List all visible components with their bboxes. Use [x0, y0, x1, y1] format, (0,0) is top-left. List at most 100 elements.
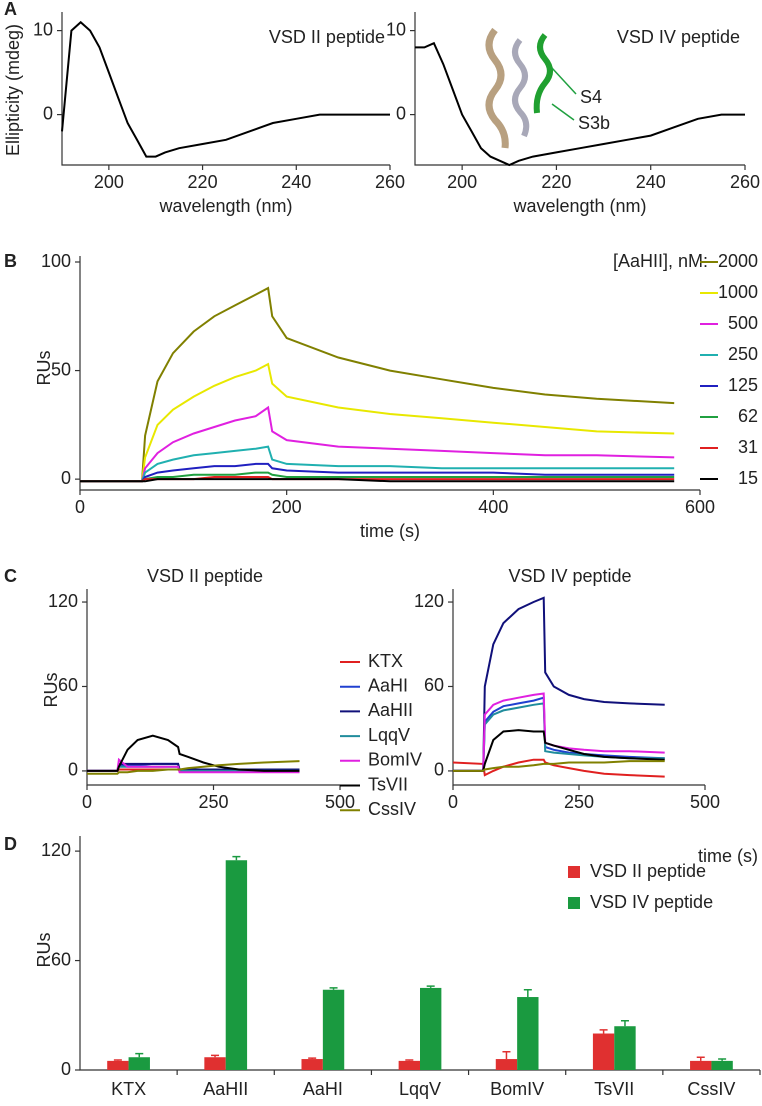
line-series [80, 462, 675, 483]
panel-label: A [4, 0, 17, 19]
x-tick-label: 260 [375, 172, 405, 192]
line-series [80, 405, 675, 483]
line-series [453, 596, 665, 772]
x-tick-label: 200 [272, 497, 302, 517]
structure-helix [533, 33, 553, 114]
annotation-arrow [551, 67, 577, 95]
legend-label: 31 [738, 437, 758, 457]
error-bar [232, 855, 241, 861]
structure-helix [512, 38, 530, 138]
legend-label: KTX [368, 651, 403, 671]
bar [301, 1059, 323, 1070]
y-tick-label: 60 [51, 949, 71, 969]
axis-line [61, 12, 390, 166]
x-tick-label: 220 [188, 172, 218, 192]
line-series [61, 20, 390, 158]
y-axis-label: Ellipticity (mdeg) [3, 24, 23, 156]
legend-swatch [568, 897, 580, 909]
line-series [80, 286, 675, 483]
y-tick-label: 120 [41, 840, 71, 860]
error-bar [113, 1059, 122, 1061]
x-tick-label: AaHI [303, 1079, 343, 1099]
y-tick-label: 120 [414, 591, 444, 611]
panel-label: C [4, 566, 17, 586]
x-tick-label: 240 [636, 172, 666, 192]
bar [592, 1033, 615, 1070]
line-series [87, 734, 300, 772]
x-tick-label: 500 [325, 792, 355, 812]
error-bar [718, 1058, 727, 1061]
bar [517, 997, 539, 1070]
x-tick-label: 200 [94, 172, 124, 192]
error-bar [405, 1059, 414, 1061]
bar [420, 987, 442, 1070]
legend-label: VSD II peptide [590, 861, 706, 881]
legend-label: 62 [738, 406, 758, 426]
x-tick-label: AaHII [203, 1079, 248, 1099]
bar [322, 989, 345, 1070]
legend-label: TsVII [368, 774, 408, 794]
x-tick-label: CssIV [687, 1079, 735, 1099]
legend-label: BomIV [368, 750, 422, 770]
error-bar [620, 1020, 629, 1027]
chart-title: VSD IV peptide [617, 27, 740, 47]
legend-label: 2000 [718, 251, 758, 271]
error-bar [599, 1029, 608, 1034]
chart-title: VSD IV peptide [508, 566, 631, 586]
structure-helix [485, 27, 509, 149]
y-axis-label: RUs [34, 351, 54, 386]
line-series [80, 471, 675, 483]
bar [690, 1060, 712, 1070]
x-tick-label: 260 [730, 172, 760, 192]
y-tick-label: 100 [41, 251, 71, 271]
y-tick-label: 0 [43, 103, 53, 123]
x-tick-label: 600 [685, 497, 715, 517]
legend-label: 500 [728, 313, 758, 333]
x-tick-label: 240 [281, 172, 311, 192]
legend-label: 15 [738, 468, 758, 488]
error-bar [502, 1051, 511, 1060]
y-tick-label: 10 [33, 19, 53, 39]
x-tick-label: 220 [541, 172, 571, 192]
legend-label: AaHII [368, 700, 413, 720]
y-axis-label: RUs [34, 933, 54, 968]
line-series [415, 41, 745, 167]
x-tick-label: KTX [111, 1079, 146, 1099]
y-tick-label: 0 [68, 760, 78, 780]
y-tick-label: 60 [424, 675, 444, 695]
line-series [453, 729, 665, 772]
axis-line [414, 12, 745, 166]
error-bar [135, 1052, 144, 1058]
x-axis-label: wavelength (nm) [158, 196, 292, 216]
error-bar [426, 985, 435, 988]
x-tick-label: LqqV [399, 1079, 441, 1099]
annotation: S3b [578, 113, 610, 133]
y-axis-label: RUs [41, 673, 61, 708]
y-tick-label: 10 [386, 19, 406, 39]
bar [711, 1060, 733, 1070]
bar [128, 1057, 150, 1070]
legend-label: CssIV [368, 799, 416, 819]
x-tick-label: 200 [447, 172, 477, 192]
x-tick-label: 500 [690, 792, 720, 812]
bar [495, 1059, 518, 1070]
error-bar [211, 1054, 220, 1058]
x-tick-label: 0 [82, 792, 92, 812]
legend-label: AaHI [368, 675, 408, 695]
y-tick-label: 60 [58, 675, 78, 695]
bar [614, 1026, 636, 1070]
legend-label: VSD IV peptide [590, 892, 713, 912]
legend-label: LqqV [368, 725, 410, 745]
legend-label: 250 [728, 344, 758, 364]
bar [204, 1057, 226, 1070]
y-tick-label: 0 [396, 103, 406, 123]
y-tick-label: 0 [434, 760, 444, 780]
line-series [87, 760, 300, 775]
line-series [453, 692, 665, 772]
y-tick-label: 0 [61, 1059, 71, 1079]
legend-label: 125 [728, 375, 758, 395]
bar [398, 1060, 420, 1070]
y-tick-label: 50 [51, 359, 71, 379]
x-tick-label: BomIV [490, 1079, 544, 1099]
